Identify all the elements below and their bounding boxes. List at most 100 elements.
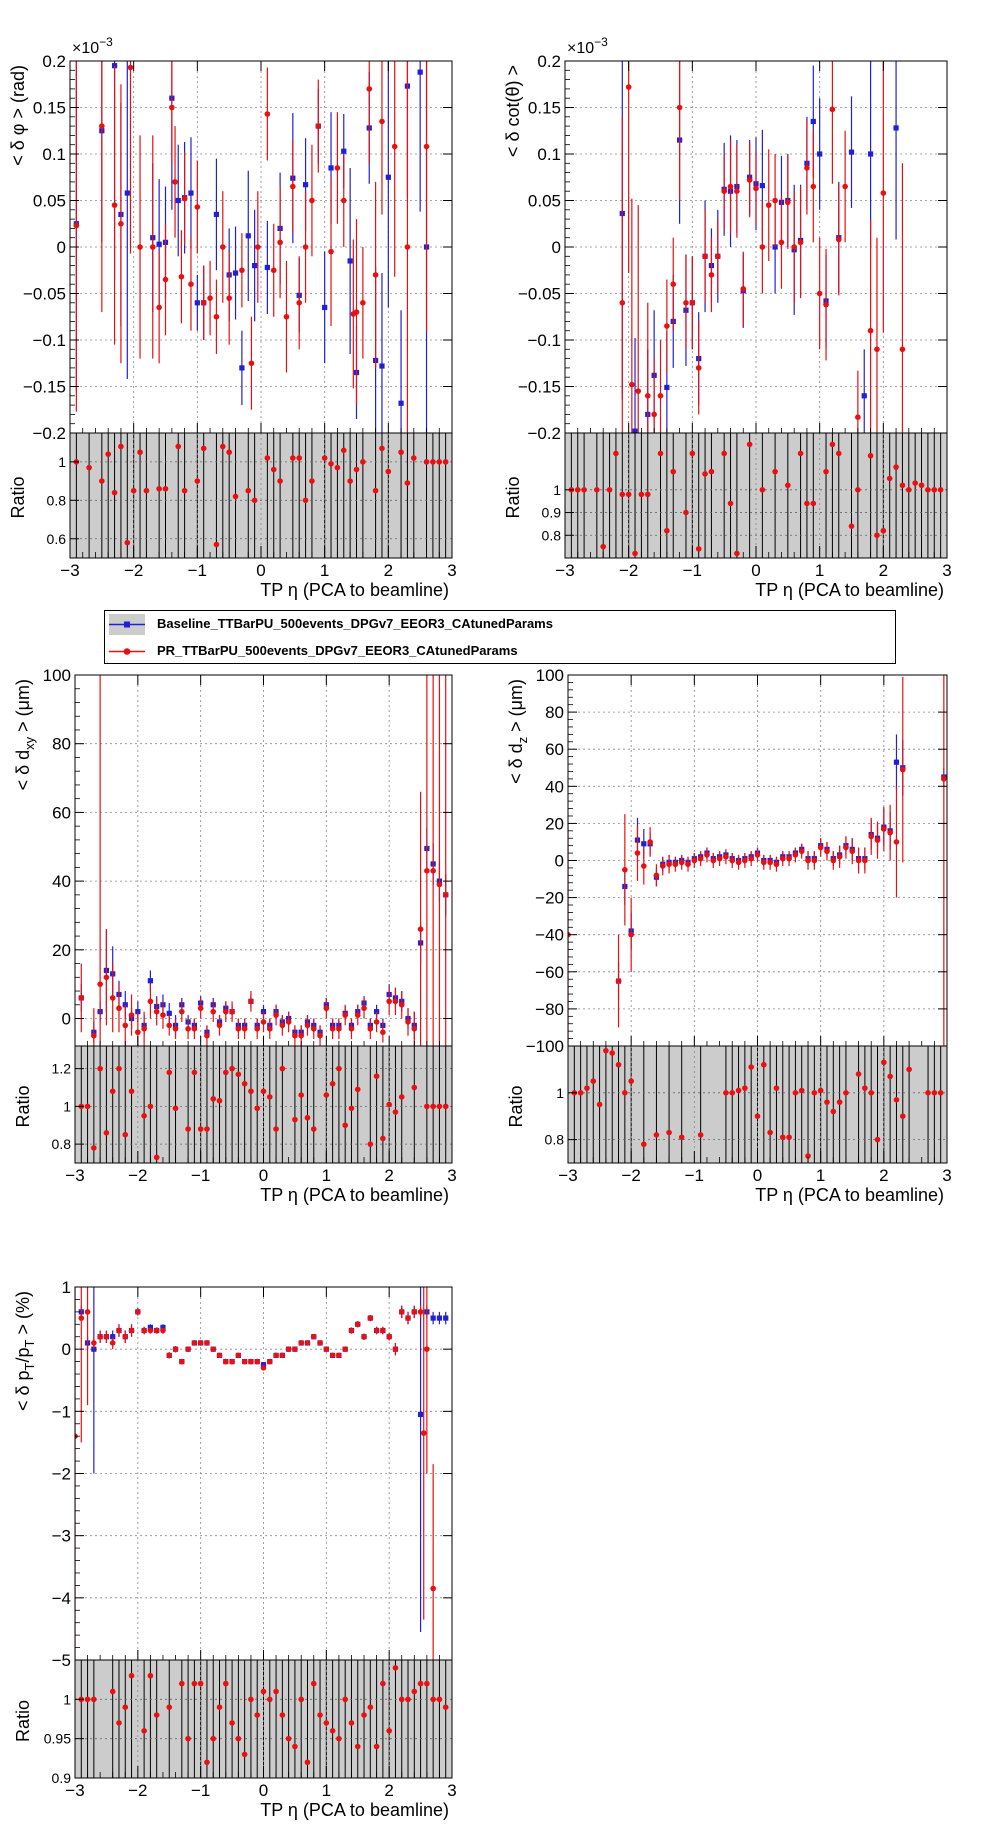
data-point	[811, 857, 818, 864]
ratio-point	[181, 487, 188, 494]
data-point	[175, 197, 181, 204]
ratio-point	[392, 1665, 399, 1671]
ratio-point	[899, 482, 906, 489]
ratio-point	[270, 466, 277, 473]
data-point	[210, 1346, 217, 1352]
ratio-point	[398, 449, 404, 456]
data-point	[97, 981, 103, 987]
data-point	[740, 286, 747, 292]
data-point	[849, 848, 856, 855]
data-point	[360, 300, 366, 306]
series-baseline	[73, 61, 430, 433]
data-point	[255, 244, 261, 250]
data-point	[791, 244, 797, 250]
ratio-point	[625, 491, 632, 498]
data-point	[264, 111, 271, 117]
data-point	[361, 1333, 367, 1340]
data-point	[716, 855, 723, 862]
data-point	[436, 881, 443, 888]
ratio-point	[191, 1680, 198, 1687]
ratio-point	[200, 445, 207, 452]
ratio-axis-label: Ratio	[506, 1085, 526, 1127]
data-point	[893, 125, 899, 131]
ratio-point	[848, 523, 855, 529]
data-point	[179, 1358, 185, 1365]
data-point	[379, 118, 385, 125]
data-point	[644, 393, 651, 399]
data-point	[798, 848, 805, 855]
data-point	[342, 1346, 348, 1352]
ratio-point	[868, 1090, 874, 1096]
ratio-point	[328, 460, 334, 467]
ratio-point	[584, 1085, 590, 1091]
data-point	[348, 1026, 355, 1032]
data-point	[302, 244, 309, 250]
ratio-point	[824, 1099, 830, 1105]
ratio-axis-label: Ratio	[8, 476, 28, 518]
data-point	[880, 190, 887, 196]
ratio-point	[323, 1092, 330, 1098]
ratio-point	[436, 459, 443, 465]
data-point	[823, 301, 829, 308]
data-point	[84, 1309, 91, 1315]
data-point	[78, 995, 85, 1001]
data-point	[386, 998, 392, 1005]
ratio-y-tick-label: 1	[556, 1085, 564, 1101]
data-point	[160, 1327, 166, 1334]
ratio-point	[666, 1129, 672, 1136]
ratio-point	[708, 468, 715, 475]
ratio-point	[925, 1090, 931, 1096]
x-axis-label: TP η (PCA to beamline)	[755, 1185, 944, 1205]
data-point	[735, 859, 742, 866]
ratio-points	[78, 1665, 449, 1766]
ratio-point	[442, 459, 449, 465]
y-axis-label-part: T	[22, 1362, 37, 1370]
ratio-point	[292, 1743, 298, 1750]
ratio-point	[298, 1092, 305, 1098]
y-tick-label: 0	[57, 238, 66, 257]
ratio-point	[405, 1696, 411, 1703]
data-point	[855, 857, 862, 864]
ratio-point	[241, 1751, 248, 1758]
ratio-point	[442, 1103, 449, 1110]
x-tick-label: 2	[879, 561, 888, 580]
y-tick-label: −0.2	[527, 424, 561, 443]
data-point	[867, 327, 874, 334]
ratio-point	[689, 450, 696, 457]
data-point	[691, 857, 698, 864]
ratio-point	[779, 1134, 786, 1141]
ratio-point	[855, 1071, 862, 1077]
data-point	[619, 300, 626, 306]
data-point	[628, 931, 634, 938]
data-point	[367, 1026, 374, 1032]
ratio-point	[103, 1130, 110, 1136]
data-point	[761, 859, 767, 866]
data-point	[785, 199, 791, 206]
ratio-point	[754, 1113, 761, 1119]
data-point	[135, 1029, 141, 1036]
data-point	[122, 1333, 129, 1340]
ratio-point	[893, 464, 899, 470]
data-point	[373, 1327, 380, 1334]
data-point	[254, 1358, 261, 1365]
data-point	[430, 1315, 436, 1321]
y-axis-label-part: /p	[13, 1347, 33, 1362]
legend-label-pr: PR_TTBarPU_500events_DPGv7_EEOR3_CAtuned…	[157, 643, 518, 658]
ratio-point	[254, 1712, 261, 1718]
y-tick-label: −0.1	[32, 331, 66, 350]
data-point	[664, 323, 670, 329]
x-tick-label: 0	[751, 561, 760, 580]
x-tick-label: −3	[60, 561, 79, 580]
data-point	[366, 86, 373, 92]
exponent-base: ×10	[567, 40, 594, 57]
data-point	[116, 1327, 122, 1334]
data-point	[874, 837, 881, 843]
data-point	[239, 267, 245, 274]
ratio-point	[596, 1101, 603, 1108]
data-point	[285, 1346, 292, 1352]
ratio-y-tick-label: 1	[553, 482, 561, 498]
data-point	[210, 1008, 217, 1015]
ratio-point	[354, 1086, 361, 1093]
data-point	[122, 1022, 129, 1029]
